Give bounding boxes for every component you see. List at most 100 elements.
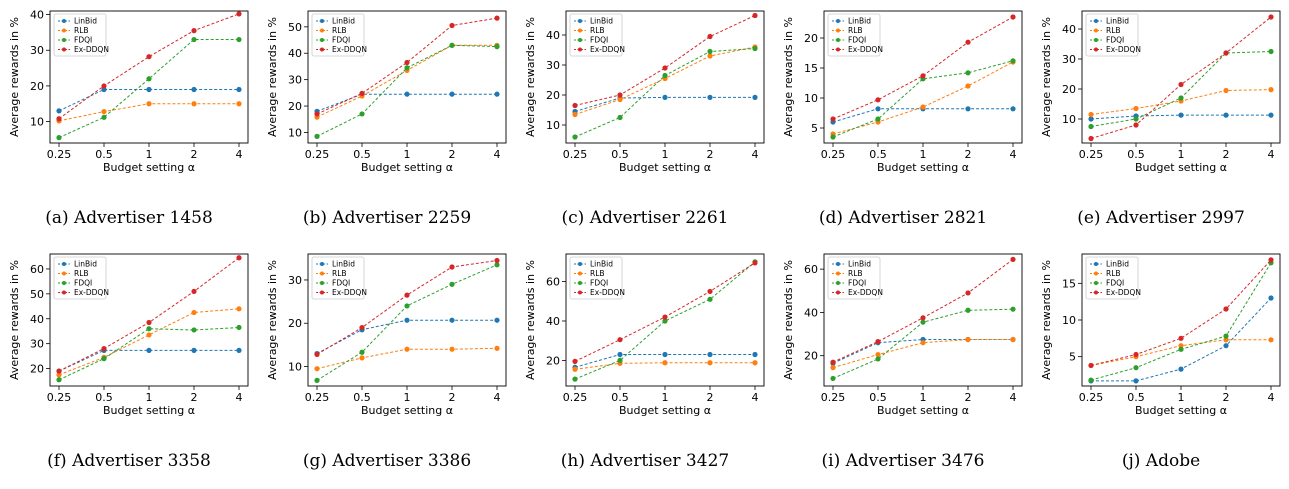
- chart-panel: 5 10 15 20 0.25 0.5 1 2 4 Budget setting α Average…: [774, 3, 1032, 246]
- series-line-ex-ddqn: [1090, 259, 1272, 366]
- y-tick-label: 40: [804, 306, 818, 319]
- x-tick-label: 1: [1178, 391, 1185, 404]
- legend-label: Ex-DDQN: [1106, 45, 1141, 54]
- legend-marker: [836, 281, 840, 285]
- data-point-rlb: [875, 352, 881, 358]
- y-tick-label: 20: [288, 100, 302, 113]
- y-axis-label: Average rewards in %: [1040, 17, 1053, 137]
- data-point-ex-ddqn: [101, 83, 107, 89]
- panel-caption: (b) Advertiser 2259: [302, 208, 472, 228]
- legend-marker: [62, 28, 66, 33]
- data-point-linbid: [965, 106, 971, 112]
- chart-panel: 10 20 30 40 50 0.25 0.5 1 2 4 Budget setting α Aver…: [258, 3, 516, 246]
- data-point-linbid: [617, 351, 623, 358]
- data-point-rlb: [572, 366, 578, 372]
- data-point-fdqi: [1268, 48, 1274, 55]
- legend-marker: [836, 290, 840, 295]
- legend-label: Ex-DDQN: [590, 288, 625, 297]
- legend-label: Ex-DDQN: [74, 288, 109, 297]
- x-tick-label: 1: [146, 391, 153, 404]
- legend-marker: [578, 38, 582, 42]
- y-tick-label: 40: [546, 29, 560, 42]
- legend-label: RLB: [590, 26, 605, 35]
- x-tick-label: 1: [662, 391, 669, 404]
- data-point-ex-ddqn: [101, 346, 107, 352]
- y-tick-label: 40: [1062, 23, 1076, 36]
- data-point-ex-ddqn: [404, 292, 410, 298]
- chart-panel: 20 40 60 0.25 0.5 1 2 4 Budget setting α Average …: [516, 246, 774, 489]
- x-tick-label: 4: [236, 148, 243, 161]
- data-point-fdqi: [101, 114, 107, 120]
- data-point-fdqi: [494, 44, 500, 50]
- x-tick-label: 4: [1268, 391, 1275, 404]
- data-point-fdqi: [830, 134, 836, 140]
- legend-marker: [320, 47, 324, 52]
- data-point-ex-ddqn: [146, 54, 152, 60]
- legend-label: RLB: [332, 269, 347, 278]
- legend-label: LinBid: [74, 17, 97, 26]
- series-line-linbid: [316, 93, 497, 112]
- chart-svg: 5 10 15 20 0.25 0.5 1 2 4 Budget setting α Average…: [782, 10, 1023, 174]
- series-line-fdqi: [832, 60, 1014, 138]
- data-point-rlb: [1268, 87, 1274, 93]
- data-point-ex-ddqn: [146, 319, 152, 326]
- data-point-ex-ddqn: [1010, 256, 1016, 263]
- legend-box: [311, 256, 365, 300]
- legend-label: LinBid: [1106, 260, 1129, 269]
- legend-marker: [320, 19, 324, 23]
- data-point-ex-ddqn: [965, 39, 971, 45]
- chart-panel: 10 20 30 40 0.25 0.5 1 2 4 Budget setting α Averag…: [1032, 3, 1289, 246]
- data-point-fdqi: [662, 72, 668, 79]
- data-point-fdqi: [920, 319, 926, 325]
- chart-svg: 10 20 30 40 0.25 0.5 1 2 4 Budget setting α Averag…: [524, 10, 765, 174]
- series-line-linbid: [832, 339, 1013, 364]
- data-point-ex-ddqn: [1223, 306, 1229, 312]
- data-point-fdqi: [314, 133, 320, 139]
- data-point-ex-ddqn: [1178, 81, 1184, 88]
- legend-label: LinBid: [848, 260, 871, 269]
- data-point-linbid: [1088, 116, 1094, 122]
- legend-label: FDQI: [848, 279, 866, 288]
- panel-caption: (c) Advertiser 2261: [561, 208, 729, 228]
- panel-caption: (d) Advertiser 2821: [818, 208, 988, 228]
- x-tick-label: 4: [1010, 391, 1017, 404]
- data-point-ex-ddqn: [56, 368, 62, 374]
- data-point-fdqi: [572, 134, 578, 140]
- data-point-rlb: [191, 101, 197, 107]
- chart-svg: 20 40 60 0.25 0.5 1 2 4 Budget setting α Average …: [782, 253, 1023, 417]
- x-tick-label: 0.25: [1079, 148, 1104, 161]
- legend-marker: [1094, 38, 1098, 42]
- data-point-ex-ddqn: [314, 351, 320, 358]
- y-tick-label: 30: [546, 59, 560, 72]
- data-point-ex-ddqn: [1133, 122, 1139, 128]
- data-point-fdqi: [101, 356, 107, 362]
- legend-box: [53, 256, 107, 300]
- data-point-fdqi: [617, 357, 623, 363]
- data-point-rlb: [1223, 337, 1229, 343]
- x-tick-label: 2: [965, 148, 972, 161]
- x-tick-label: 0.25: [305, 391, 330, 404]
- data-point-ex-ddqn: [617, 337, 623, 343]
- legend-label: Ex-DDQN: [332, 45, 367, 54]
- data-point-fdqi: [146, 326, 152, 332]
- data-point-linbid: [1010, 106, 1016, 112]
- x-tick-label: 0.5: [869, 148, 887, 161]
- legend-box: [1085, 13, 1139, 57]
- y-tick-label: 20: [546, 354, 560, 367]
- data-point-ex-ddqn: [662, 314, 668, 320]
- data-point-rlb: [920, 340, 926, 346]
- x-tick-label: 2: [449, 391, 456, 404]
- x-axis-label: Budget setting α: [619, 161, 711, 174]
- data-point-linbid: [1268, 112, 1274, 118]
- data-point-rlb: [965, 336, 971, 343]
- data-point-fdqi: [617, 114, 623, 121]
- legend-marker: [836, 38, 840, 42]
- data-point-fdqi: [1178, 95, 1184, 101]
- data-point-ex-ddqn: [752, 12, 758, 19]
- y-tick-label: 5: [1069, 351, 1076, 364]
- legend-marker: [578, 290, 582, 295]
- legend-marker: [1094, 262, 1098, 266]
- x-tick-label: 1: [404, 391, 411, 404]
- data-point-ex-ddqn: [875, 339, 881, 345]
- y-tick-label: 15: [804, 62, 818, 75]
